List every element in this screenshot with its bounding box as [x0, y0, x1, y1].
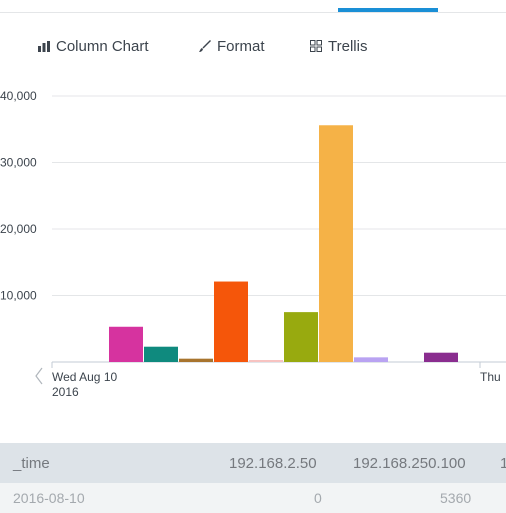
y-tick-label: 40,000 — [0, 89, 37, 103]
chart-bar[interactable] — [424, 352, 458, 362]
chevron-left-icon[interactable] — [35, 367, 43, 385]
table-row: 2016-08-10 0 5360 — [0, 483, 506, 513]
column-chart: 40,000 30,000 20,000 10,000 Wed Aug 10 2016 Th… — [0, 80, 506, 420]
y-tick-label: 20,000 — [0, 222, 37, 236]
chart-bar[interactable] — [284, 312, 318, 362]
chart-bar[interactable] — [319, 125, 353, 362]
trellis-label: Trellis — [328, 37, 368, 55]
chart-bar[interactable] — [144, 346, 178, 362]
x-tick-label: Thu — [480, 370, 501, 384]
chart-bar[interactable] — [179, 358, 213, 362]
visualization-toolbar: Column Chart Format Trellis — [0, 34, 506, 58]
brush-icon — [199, 40, 211, 52]
trellis-grid-icon — [310, 40, 322, 52]
active-tab-indicator — [338, 8, 438, 12]
column-header-time[interactable]: _time — [13, 455, 50, 472]
column-header-ip-3[interactable]: 1 — [500, 455, 506, 472]
column-header-ip-1[interactable]: 192.168.2.50 — [229, 455, 317, 472]
chart-bar[interactable] — [354, 357, 388, 362]
cell-ip-2-value: 5360 — [440, 490, 472, 506]
chart-bar[interactable] — [249, 360, 283, 362]
y-tick-label: 30,000 — [0, 156, 37, 170]
column-chart-icon — [38, 40, 50, 52]
chart-bar[interactable] — [214, 281, 248, 362]
cell-time: 2016-08-10 — [13, 490, 85, 506]
x-tick-label-year: 2016 — [52, 385, 79, 399]
top-divider — [0, 12, 506, 13]
column-chart-button[interactable]: Column Chart — [38, 38, 149, 55]
column-header-ip-2[interactable]: 192.168.250.100 — [353, 455, 466, 472]
y-tick-label: 10,000 — [0, 289, 37, 303]
x-tick-label: Wed Aug 10 — [52, 370, 117, 384]
chart-bar[interactable] — [109, 326, 143, 362]
format-label: Format — [217, 37, 265, 55]
trellis-button[interactable]: Trellis — [310, 38, 367, 55]
cell-ip-1-value: 0 — [314, 490, 322, 506]
format-button[interactable]: Format — [199, 38, 265, 55]
column-chart-label: Column Chart — [56, 37, 149, 55]
table-header-row: _time 192.168.2.50 192.168.250.100 1 — [0, 443, 506, 483]
